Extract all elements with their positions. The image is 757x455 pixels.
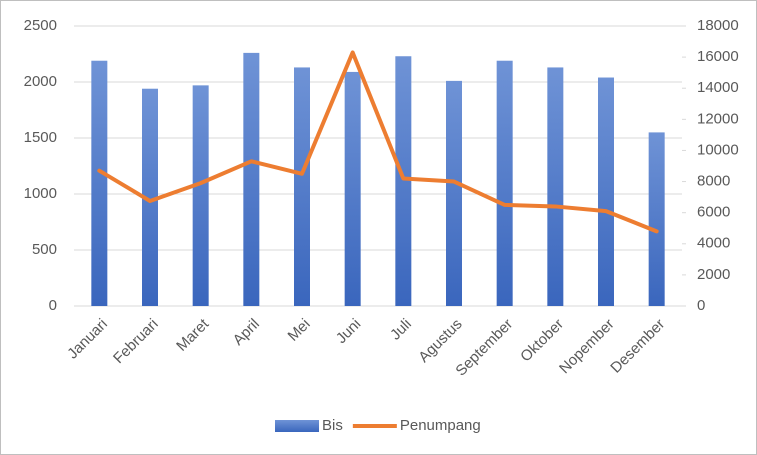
y2-tick-label: 6000 — [697, 204, 730, 221]
y2-tick-label: 12000 — [697, 110, 739, 127]
y2-tick-label: 16000 — [697, 48, 739, 65]
y-tick-label: 500 — [32, 241, 57, 258]
line-series — [97, 50, 659, 234]
y-tick-label: 2500 — [24, 17, 57, 34]
y2-tick-label: 8000 — [697, 173, 730, 190]
y-tick-label: 2000 — [24, 73, 57, 90]
y2-tick-label: 4000 — [697, 235, 730, 252]
legend-swatch — [275, 420, 319, 432]
y-tick-label: 0 — [49, 297, 57, 314]
y2-tick-label: 0 — [697, 297, 705, 314]
y2-tick-label: 18000 — [697, 17, 739, 34]
legend-label: Bis — [322, 417, 343, 434]
y-tick-label: 1000 — [24, 185, 57, 202]
bar — [496, 60, 513, 306]
bar — [142, 88, 158, 306]
bar — [598, 77, 614, 307]
bar — [648, 132, 665, 306]
bar — [446, 80, 462, 306]
legend-label: Penumpang — [400, 417, 481, 434]
y-tick-label: 1500 — [24, 129, 57, 146]
y2-tick-label: 14000 — [697, 79, 739, 96]
bar — [91, 60, 108, 306]
bar — [192, 85, 209, 306]
bar — [547, 67, 564, 306]
bar — [395, 56, 412, 306]
y2-tick-label: 2000 — [697, 266, 730, 283]
bar — [243, 52, 260, 306]
bar — [294, 67, 310, 306]
bar — [344, 71, 361, 306]
y2-tick-label: 10000 — [697, 141, 739, 158]
